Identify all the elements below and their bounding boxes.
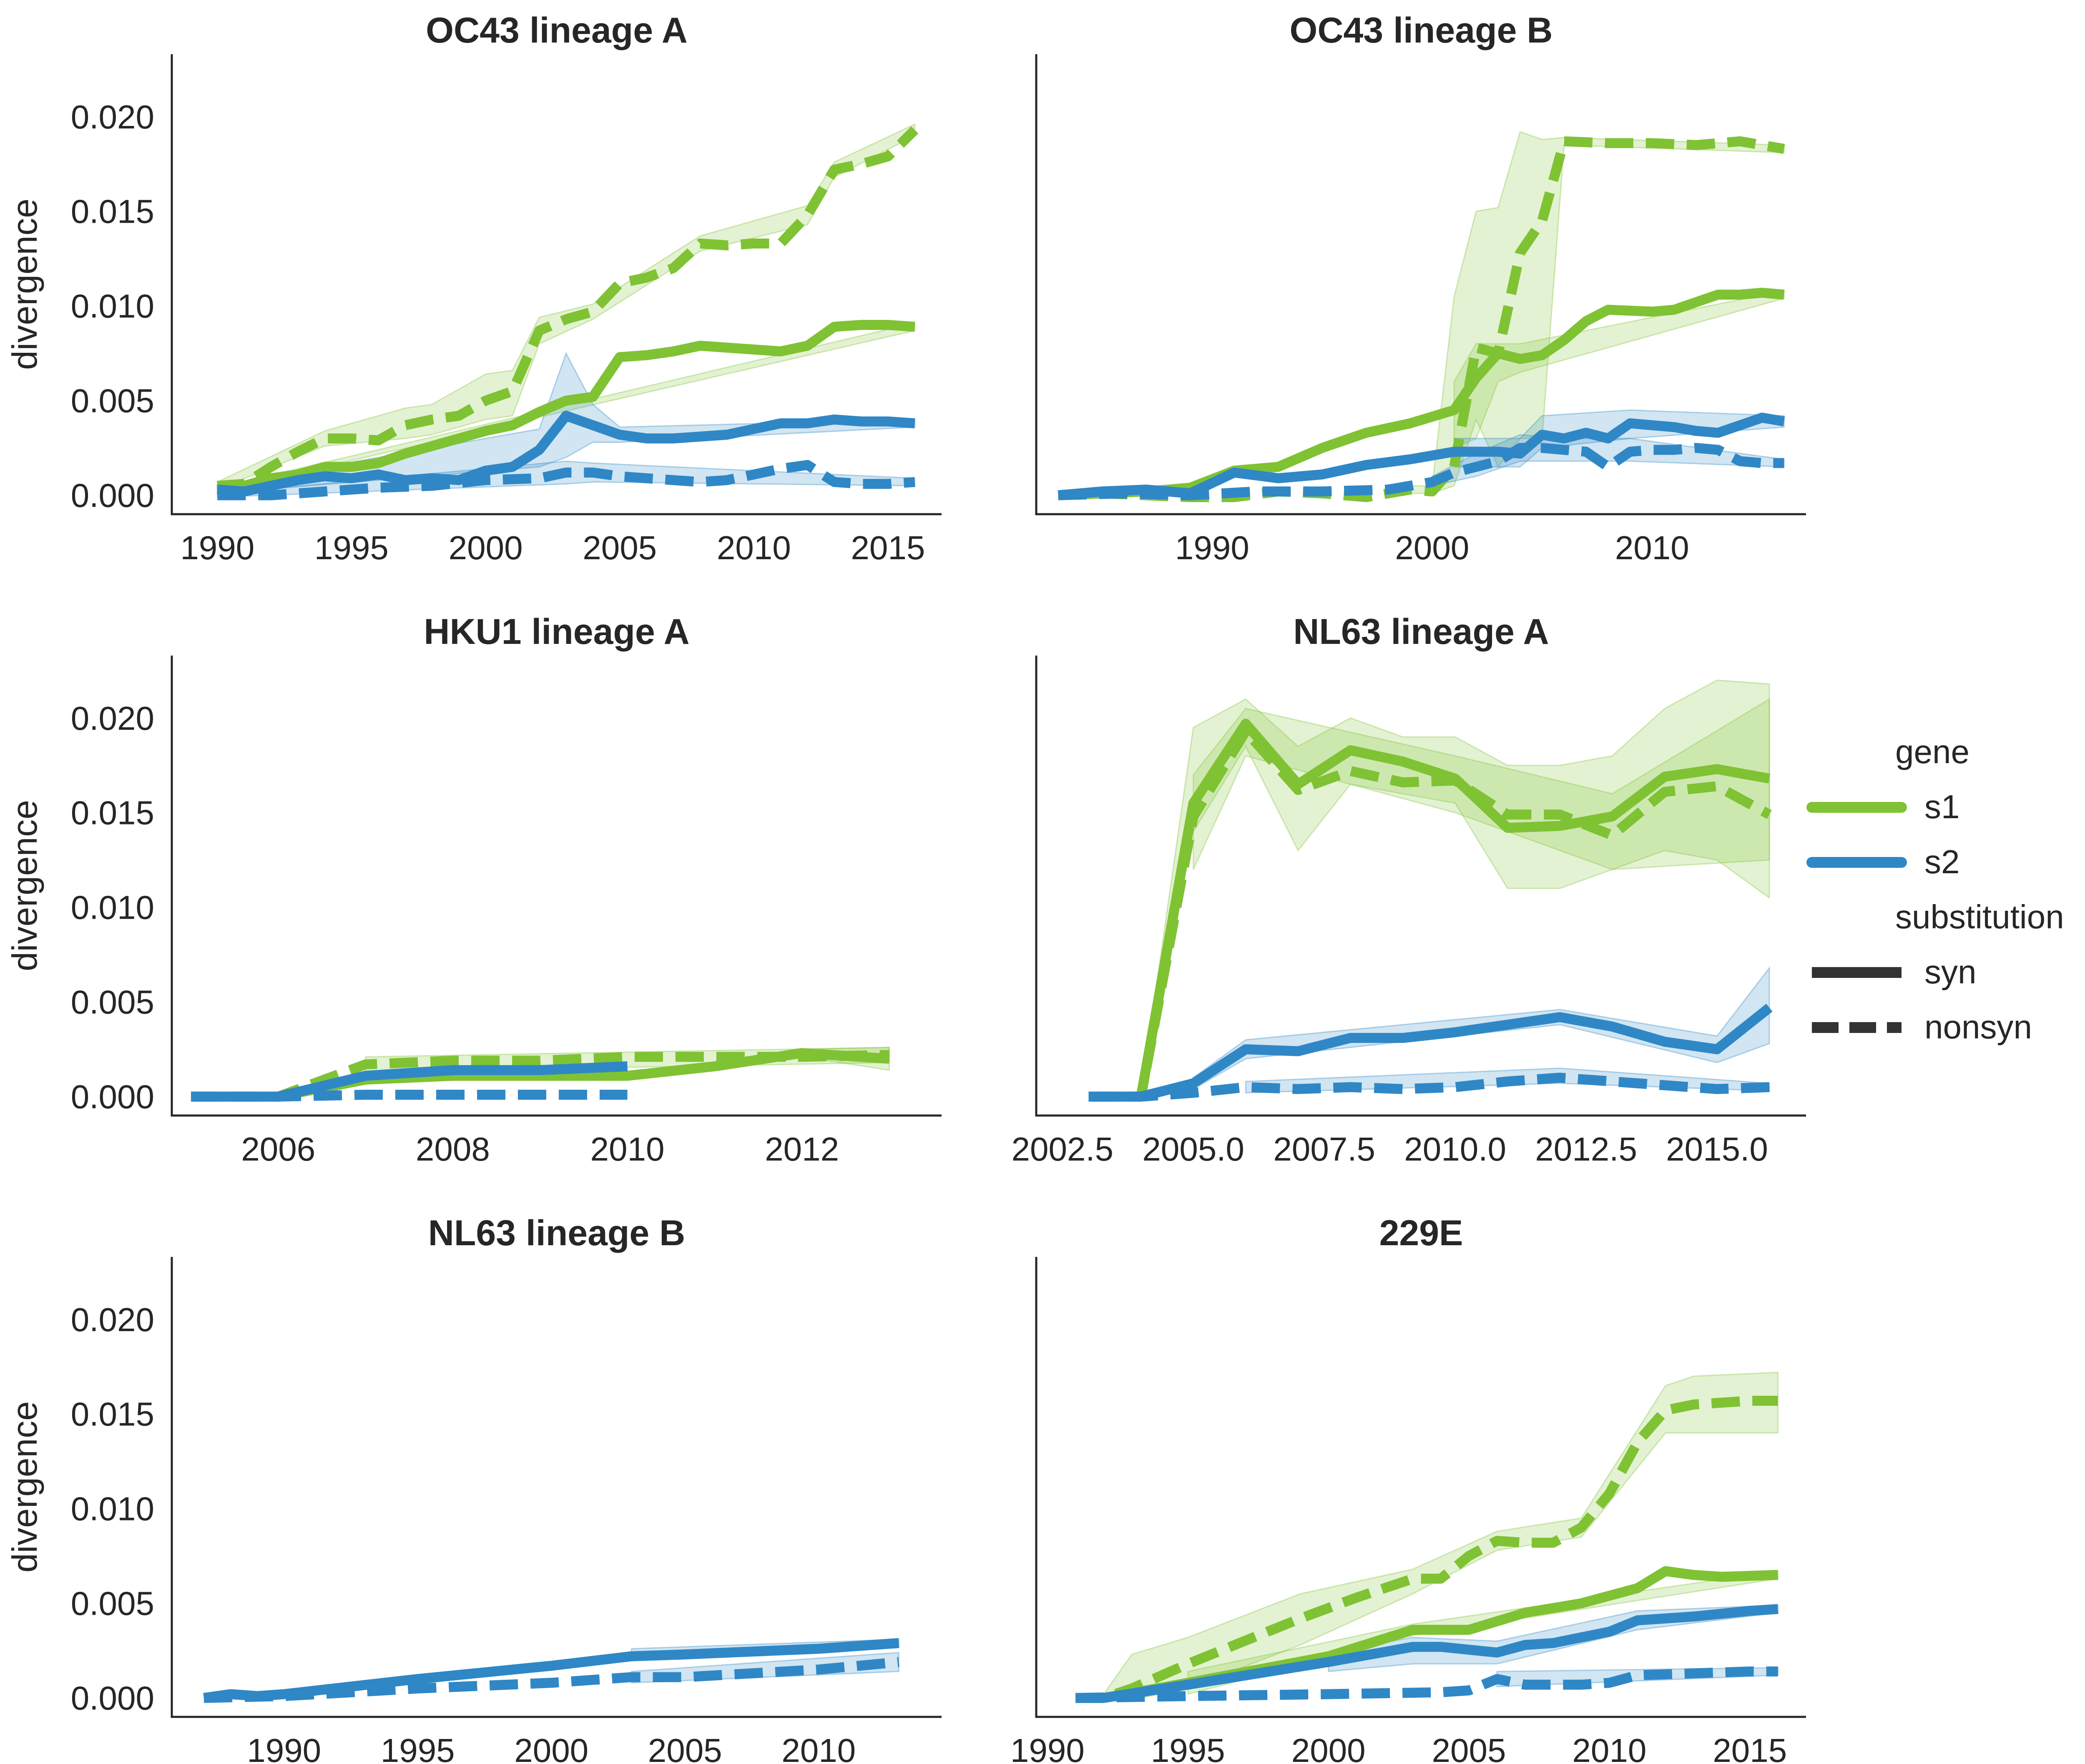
series-s2-syn [217, 411, 915, 497]
panel-title: 229E [1379, 1213, 1463, 1253]
y-axis-label: divergence [5, 199, 44, 370]
x-tick-label: 2010 [1615, 529, 1689, 566]
series-s2-nonsyn [217, 460, 915, 500]
series-s2-nonsyn [191, 1090, 628, 1102]
y-axis-label: divergence [5, 800, 44, 971]
x-tick-label: 1995 [381, 1732, 455, 1764]
y-tick-label: 0.005 [71, 984, 154, 1021]
x-tick-label: 2012.5 [1535, 1131, 1637, 1168]
x-tick-label: 2010 [717, 529, 791, 566]
series-s2-nonsyn [1088, 1073, 1770, 1102]
series-s2-syn [203, 1638, 899, 1703]
band-s1-nonsyn [1409, 131, 1785, 494]
x-tick-label: 1990 [180, 529, 254, 566]
series-s2-nonsyn [1075, 1666, 1778, 1703]
panel-title: OC43 lineage A [426, 10, 688, 50]
band-s1-syn [1453, 290, 1785, 449]
x-tick-label: 2015.0 [1666, 1131, 1768, 1168]
y-tick-label: 0.020 [71, 1301, 154, 1338]
x-tick-label: 1995 [1151, 1732, 1225, 1764]
x-tick-label: 2010 [590, 1131, 665, 1168]
panel-title: HKU1 lineage A [424, 612, 689, 652]
x-tick-label: 2010 [1572, 1732, 1646, 1764]
y-tick-label: 0.020 [71, 98, 154, 136]
x-tick-label: 2006 [241, 1131, 315, 1168]
x-tick-label: 2015 [1713, 1732, 1787, 1764]
series-s1-syn [1088, 719, 1771, 1102]
y-tick-label: 0.000 [71, 1078, 154, 1116]
legend: gene s1 s2 substitution syn nonsyn [1806, 733, 2064, 1045]
series-s2-syn [191, 1061, 628, 1102]
x-tick-label: 2007.5 [1273, 1131, 1375, 1168]
series-s1-syn [216, 320, 915, 495]
panel-nl63-lineage-b: 1990 1995 2000 2005 2010 0.000 0.005 0.010 0.015… [5, 1213, 942, 1764]
series-s2-syn [1075, 1604, 1779, 1703]
legend-title-substitution: substitution [1895, 898, 2064, 935]
y-tick-label: 0.005 [71, 1585, 154, 1622]
series-s2-nonsyn [203, 1657, 899, 1703]
y-tick-label: 0.015 [71, 794, 154, 832]
x-tick-label: 1990 [1175, 529, 1249, 566]
x-tick-label: 2002.5 [1011, 1131, 1113, 1168]
x-tick-label: 2005 [1432, 1732, 1506, 1764]
x-tick-label: 2000 [514, 1732, 588, 1764]
y-tick-label: 0.000 [71, 477, 154, 514]
x-tick-label: 2008 [416, 1131, 490, 1168]
legend-title-gene: gene [1895, 733, 1969, 770]
panel-oc43-lineage-a: 1990 1995 2000 2005 2010 2015 0.000 0.005 0.010 0… [5, 10, 942, 566]
panel-title: NL63 lineage B [428, 1213, 686, 1253]
legend-label-s1: s1 [1924, 788, 1960, 825]
y-tick-label: 0.015 [71, 193, 154, 230]
x-tick-label: 2000 [1291, 1732, 1366, 1764]
band-s2-syn [1453, 409, 1785, 467]
y-tick-label: 0.010 [71, 288, 154, 325]
x-tick-label: 2005.0 [1142, 1131, 1244, 1168]
y-tick-label: 0.005 [71, 382, 154, 420]
legend-label-nonsyn: nonsyn [1924, 1008, 2032, 1045]
series-s1-nonsyn [1075, 1396, 1778, 1703]
y-tick-label: 0.000 [71, 1680, 154, 1717]
series-s2-nonsyn [1058, 443, 1784, 500]
panel-title: NL63 lineage A [1293, 612, 1549, 652]
y-axis-label: divergence [5, 1401, 44, 1573]
x-tick-label: 1990 [1010, 1732, 1085, 1764]
panel-title: OC43 lineage B [1290, 10, 1553, 50]
panel-hku1-lineage-a: 2006 2008 2010 2012 0.000 0.005 0.010 0.015 0.02… [5, 612, 942, 1168]
series-s2-syn [1088, 1003, 1773, 1102]
x-tick-label: 1995 [314, 529, 389, 566]
x-tick-label: 2010.0 [1404, 1131, 1506, 1168]
x-tick-label: 2000 [449, 529, 523, 566]
legend-label-s2: s2 [1924, 843, 1960, 880]
legend-label-syn: syn [1924, 953, 1977, 990]
y-tick-label: 0.015 [71, 1396, 154, 1433]
y-tick-label: 0.020 [71, 700, 154, 737]
series-s1-nonsyn [1088, 726, 1772, 1102]
x-tick-label: 2005 [583, 529, 657, 566]
y-tick-label: 0.010 [71, 1490, 154, 1528]
x-tick-label: 2012 [765, 1131, 839, 1168]
panel-oc43-lineage-b: 1990 2000 2010 OC43 lineage B [1035, 10, 1806, 566]
x-tick-label: 2005 [648, 1732, 722, 1764]
series-s1-nonsyn [217, 126, 919, 491]
panel-229e: 1990 1995 2000 2005 2010 2015 229E [1010, 1213, 1806, 1764]
x-tick-label: 2015 [851, 529, 925, 566]
x-tick-label: 1990 [247, 1732, 321, 1764]
panel-nl63-lineage-a: 2002.5 2005.0 2007.5 2010.0 2012.5 2015.0 NL63… [1011, 612, 1806, 1168]
x-tick-label: 2010 [781, 1732, 856, 1764]
y-tick-label: 0.010 [71, 889, 154, 926]
x-tick-label: 2000 [1395, 529, 1469, 566]
